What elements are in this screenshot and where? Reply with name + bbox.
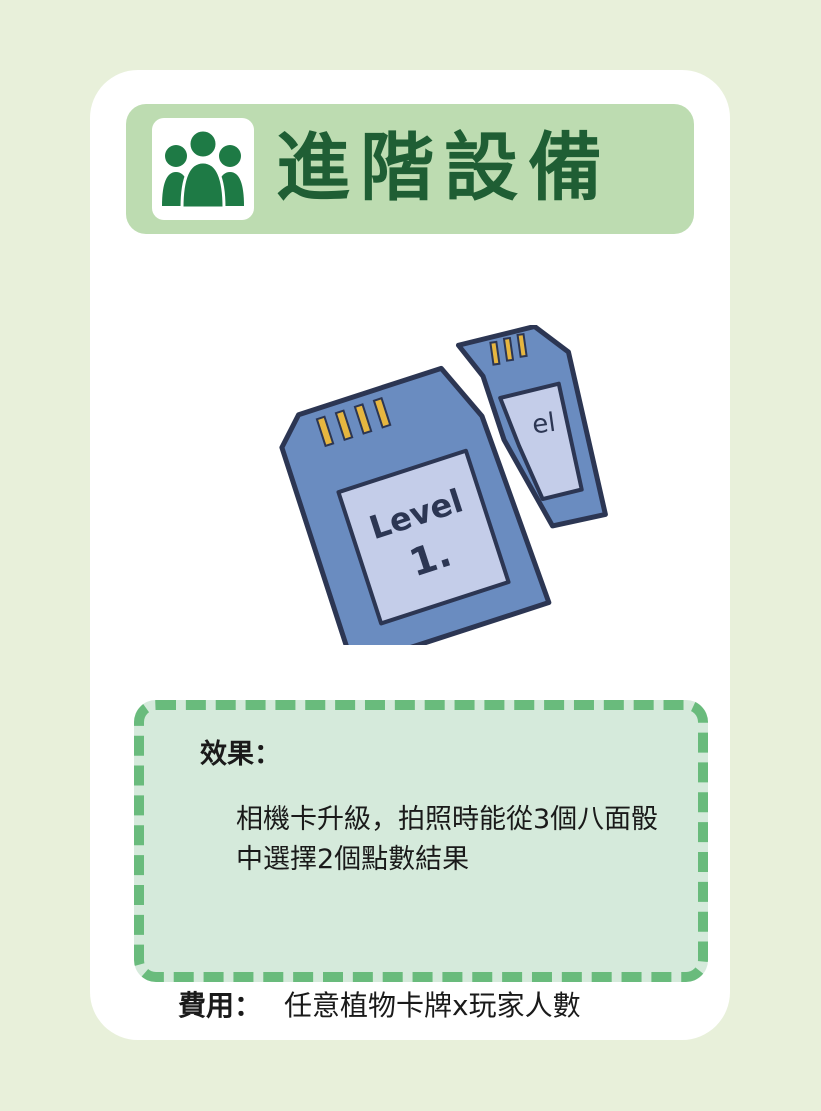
- game-card: 進階設備 el Level 1.: [90, 70, 730, 1040]
- card-title-bar: 進階設備: [126, 104, 694, 234]
- fragment-label: el: [530, 408, 557, 441]
- card-title: 進階設備: [276, 125, 612, 211]
- people-group-icon: [152, 118, 254, 220]
- cost-line: 費用： 任意植物卡牌x玩家人數: [178, 984, 581, 1024]
- effect-box: 效果： 相機卡升級，拍照時能從3個八面骰中選擇2個點數結果: [134, 700, 708, 982]
- cost-value: 任意植物卡牌x玩家人數: [284, 989, 581, 1022]
- cost-label: 費用：: [178, 989, 263, 1022]
- effect-label: 效果：: [200, 739, 281, 770]
- broken-memory-card-icon: el Level 1.: [240, 323, 680, 664]
- effect-text: 相機卡升級，拍照時能從3個八面骰中選擇2個點數結果: [236, 804, 659, 875]
